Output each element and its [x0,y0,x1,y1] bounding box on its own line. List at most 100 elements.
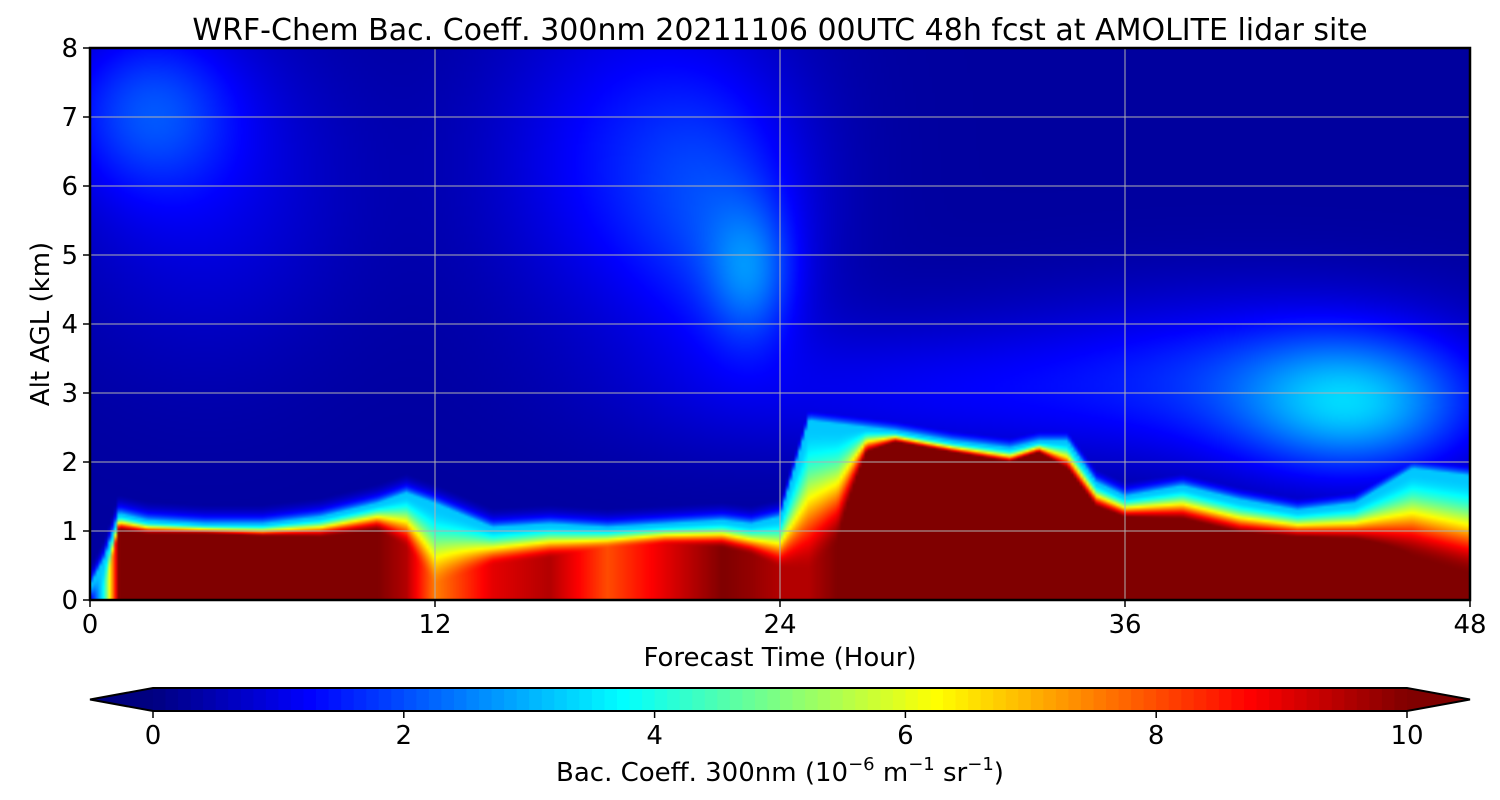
y-axis-label: Alt AGL (km) [26,242,56,406]
colorbar-swatch [842,688,856,711]
colorbar-swatch [980,688,994,711]
colorbar-swatch [717,688,731,711]
colorbar-swatch [591,688,606,711]
colorbar-swatch [1344,688,1358,711]
colorbar-swatch [1306,688,1320,711]
colorbar-swatch [629,688,643,711]
colorbar-swatch [416,688,430,711]
colorbar-swatch [278,688,292,711]
colorbar-label-main: Bac. Coeff. 300nm (10 [556,758,848,788]
colorbar-swatch [203,688,217,711]
colorbar-tick-label: 0 [145,721,162,751]
colorbar-swatch [554,688,568,711]
colorbar-swatch [616,688,631,711]
colorbar-swatch [892,688,906,711]
colorbar-swatch [579,688,593,711]
colorbar-swatch [780,688,794,711]
colorbar-swatch [767,688,781,711]
colorbar-swatches [153,688,1408,711]
colorbar-swatch [479,688,493,711]
colorbar-tick-label: 2 [396,721,413,751]
colorbar-swatch [830,688,844,711]
colorbar-tick-label: 10 [1390,721,1423,751]
colorbar-ticks: 0 2 4 6 8 10 [145,711,1424,751]
colorbar-swatch [1243,688,1258,711]
colorbar-swatch [1030,688,1044,711]
colorbar-label-exp1: −6 [848,754,875,775]
colorbar-swatch [1093,688,1107,711]
colorbar-label-mid2: sr [935,758,968,788]
y-tick-label: 6 [61,172,78,202]
colorbar-swatch [955,688,969,711]
x-tick-label: 36 [1108,610,1141,640]
colorbar-swatch [378,688,392,711]
colorbar-swatch [1218,688,1233,711]
colorbar-swatch [729,688,743,711]
colorbar-swatch [165,688,179,711]
x-tick-label: 12 [418,610,451,640]
colorbar-swatch [817,688,831,711]
colorbar-swatch [792,688,806,711]
colorbar-swatch [1143,688,1157,711]
y-axis: 0 1 2 3 4 5 6 7 8 [61,34,90,616]
colorbar-swatch [1394,688,1408,711]
colorbar-swatch [566,688,580,711]
x-tick-label: 0 [82,610,99,640]
colorbar-swatch [228,688,242,711]
colorbar-swatch [1131,688,1145,711]
colorbar-swatch [1231,688,1245,711]
colorbar-swatch [541,688,555,711]
colorbar: 0 2 4 6 8 10 Bac. Coeff. 300nm (10−6 m−1 sr−1… [89,687,1471,788]
colorbar-swatch [704,688,718,711]
colorbar-swatch [805,688,819,711]
colorbar-swatch [943,688,957,711]
colorbar-swatch [353,688,367,711]
y-tick-label: 5 [61,241,78,271]
colorbar-swatch [742,688,756,711]
colorbar-swatch [328,688,342,711]
colorbar-swatch [341,688,355,711]
colorbar-swatch [1294,688,1308,711]
colorbar-swatch [441,688,455,711]
colorbar-swatch [190,688,204,711]
colorbar-swatch [1106,688,1120,711]
colorbar-swatch [1118,688,1132,711]
colorbar-swatch [1080,688,1095,711]
colorbar-swatch [529,688,543,711]
colorbar-swatch [366,688,380,711]
colorbar-swatch [403,688,417,711]
colorbar-label-end: ) [994,758,1004,788]
y-tick-label: 1 [61,517,78,547]
colorbar-swatch [290,688,305,711]
y-tick-label: 0 [61,586,78,616]
colorbar-swatch [303,688,317,711]
colorbar-swatch [1156,688,1170,711]
colorbar-swatch [1193,688,1207,711]
colorbar-swatch [692,688,706,711]
colorbar-swatch [1168,688,1182,711]
colorbar-swatch [1381,688,1396,711]
colorbar-label-mid: m [875,758,909,788]
colorbar-tick-label: 8 [1148,721,1165,751]
colorbar-swatch [1356,688,1370,711]
colorbar-extend-high [1407,688,1470,711]
colorbar-swatch [1043,688,1057,711]
colorbar-swatch [240,688,254,711]
colorbar-swatch [316,688,330,711]
grid-lines [90,48,1470,600]
y-tick-label: 2 [61,448,78,478]
y-tick-label: 3 [61,379,78,409]
colorbar-swatch [1181,688,1195,711]
x-axis: 0 12 24 36 48 [82,600,1487,640]
colorbar-swatch [491,688,505,711]
colorbar-swatch [604,688,618,711]
colorbar-swatch [1018,688,1032,711]
colorbar-swatch [504,688,518,711]
colorbar-swatch [1005,688,1019,711]
colorbar-swatch [1256,688,1270,711]
colorbar-tick-label: 6 [897,721,914,751]
colorbar-swatch [1068,688,1082,711]
colorbar-swatch [428,688,443,711]
colorbar-swatch [1206,688,1220,711]
